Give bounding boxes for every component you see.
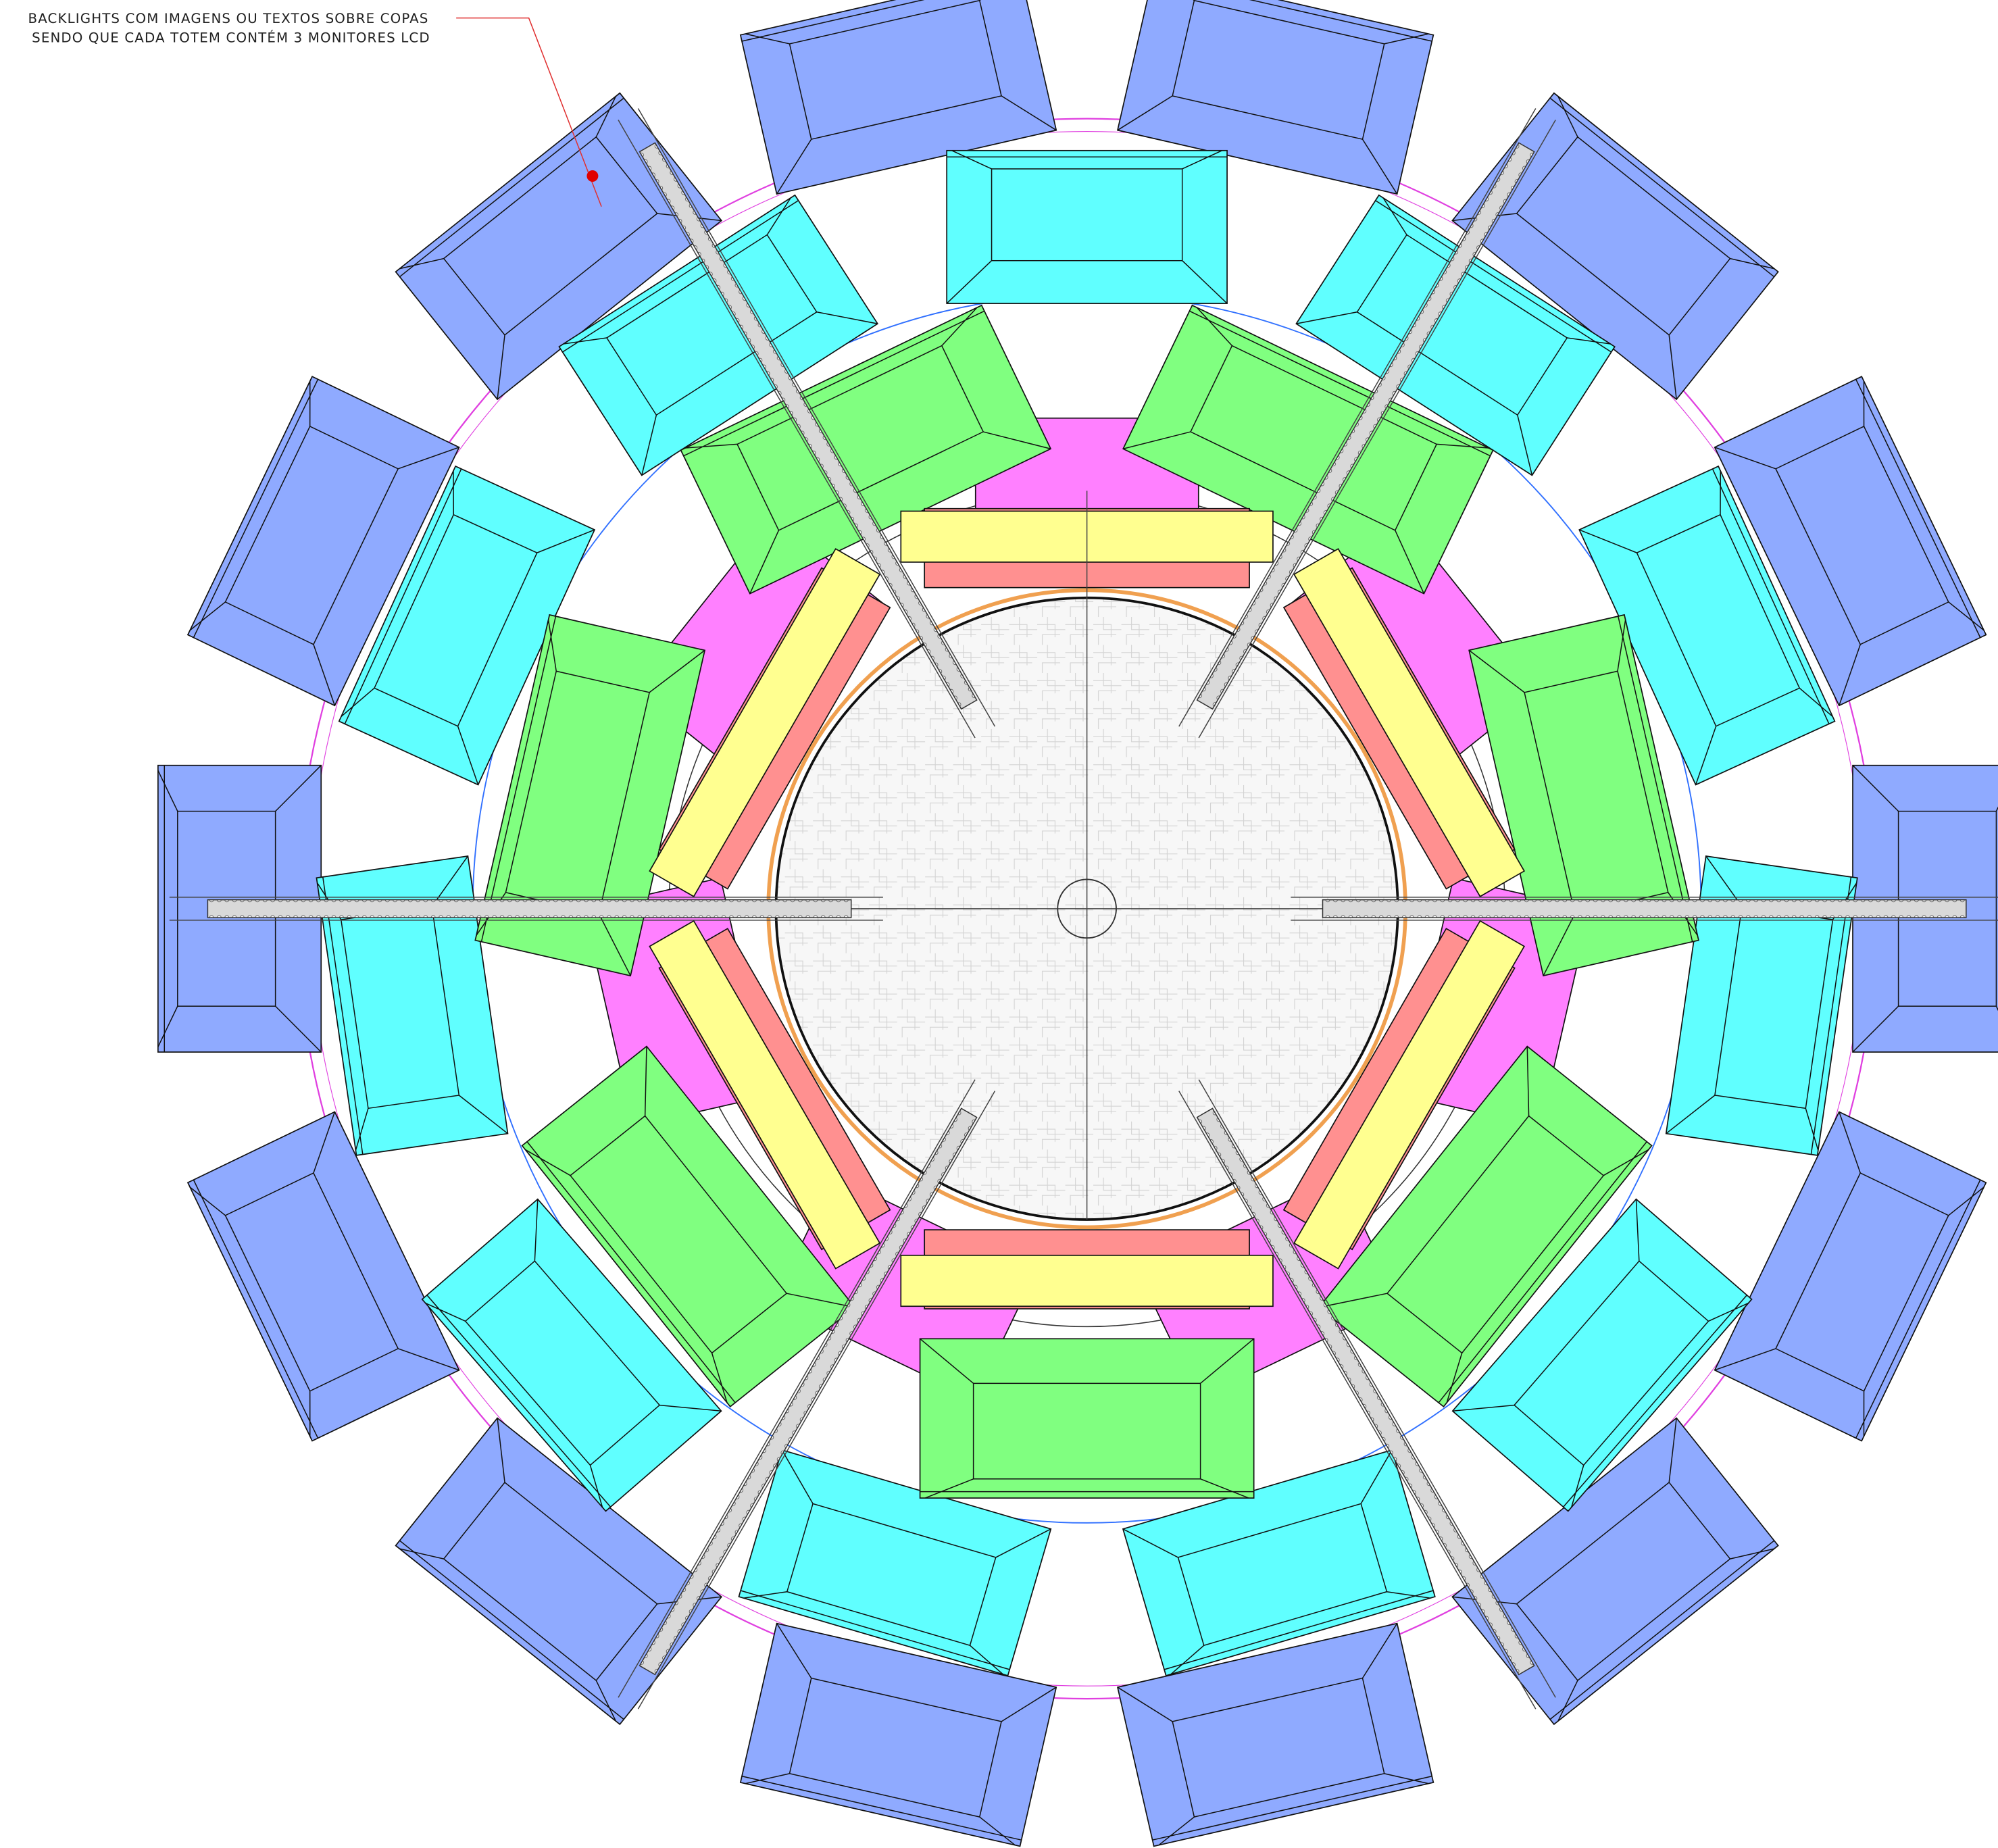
blue-totem (396, 1418, 722, 1724)
blue-totem (1715, 1112, 1987, 1441)
blue-totem-body (1715, 1112, 1987, 1441)
blue-totem (1452, 1418, 1778, 1724)
note-line: BACKLIGHTS COM IMAGENS OU TEXTOS SOBRE C… (28, 11, 428, 26)
yellow-riser (901, 1255, 1273, 1306)
yellow-riser-body (901, 1255, 1273, 1306)
green-totem (920, 1339, 1254, 1498)
blue-totem-body (396, 1418, 722, 1724)
leader-dot (586, 170, 598, 182)
truss (170, 897, 883, 920)
truss-bar (1323, 900, 1966, 918)
cyan-totem-body (947, 151, 1227, 303)
truss-bar (207, 900, 851, 918)
site-plan: BACKLIGHTS COM IMAGENS OU TEXTOS SOBRE C… (0, 0, 1998, 1848)
blue-totem (188, 1112, 459, 1441)
blue-totem-body (188, 1112, 459, 1441)
blue-totem-body (1452, 1418, 1778, 1724)
truss (1291, 897, 1998, 920)
cyan-totem (947, 151, 1227, 303)
note-line: SENDO QUE CADA TOTEM CONTÉM 3 MONITORES … (32, 30, 430, 45)
green-totem-body (920, 1339, 1254, 1498)
